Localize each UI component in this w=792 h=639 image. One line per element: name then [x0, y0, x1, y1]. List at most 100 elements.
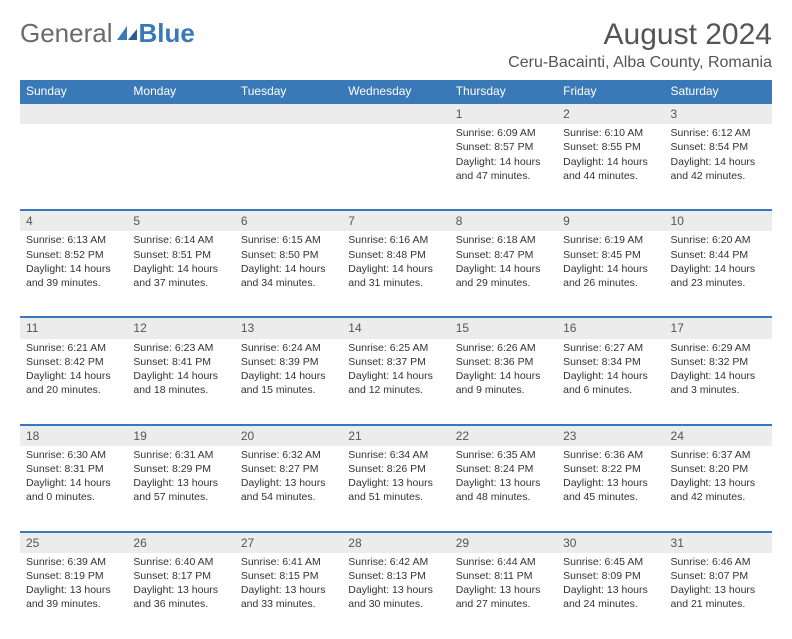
day-cell: Sunrise: 6:25 AMSunset: 8:37 PMDaylight:… [342, 339, 449, 425]
day-sunset: Sunset: 8:42 PM [26, 355, 121, 369]
day-number-row: 45678910 [20, 210, 772, 231]
day-sunrise: Sunrise: 6:16 AM [348, 233, 443, 247]
day-cell: Sunrise: 6:40 AMSunset: 8:17 PMDaylight:… [127, 553, 234, 639]
day-sunrise: Sunrise: 6:21 AM [26, 341, 121, 355]
day-header: Sunday [20, 80, 127, 103]
day-sunrise: Sunrise: 6:40 AM [133, 555, 228, 569]
day-sunrise: Sunrise: 6:34 AM [348, 448, 443, 462]
day-day1: Daylight: 13 hours [671, 583, 766, 597]
day-number-row: 11121314151617 [20, 317, 772, 338]
day-cell: Sunrise: 6:14 AMSunset: 8:51 PMDaylight:… [127, 231, 234, 317]
day-number-cell: 11 [20, 317, 127, 338]
day-content-row: Sunrise: 6:39 AMSunset: 8:19 PMDaylight:… [20, 553, 772, 639]
day-sunset: Sunset: 8:24 PM [456, 462, 551, 476]
day-number-cell: 1 [450, 103, 557, 124]
day-day1: Daylight: 14 hours [456, 262, 551, 276]
day-day1: Daylight: 14 hours [26, 369, 121, 383]
day-sunset: Sunset: 8:51 PM [133, 248, 228, 262]
day-number-cell: 7 [342, 210, 449, 231]
day-day2: and 37 minutes. [133, 276, 228, 290]
page-header: General Blue August 2024 Ceru-Bacainti, … [20, 18, 772, 72]
day-day1: Daylight: 13 hours [456, 583, 551, 597]
day-sunset: Sunset: 8:13 PM [348, 569, 443, 583]
day-day1: Daylight: 14 hours [133, 369, 228, 383]
day-number-cell: 12 [127, 317, 234, 338]
day-number-cell: 3 [665, 103, 772, 124]
brand-part2: Blue [139, 18, 195, 49]
day-sunset: Sunset: 8:54 PM [671, 140, 766, 154]
day-day1: Daylight: 14 hours [241, 369, 336, 383]
day-sunrise: Sunrise: 6:36 AM [563, 448, 658, 462]
day-sunset: Sunset: 8:15 PM [241, 569, 336, 583]
day-number-cell: 30 [557, 532, 664, 553]
day-sunset: Sunset: 8:17 PM [133, 569, 228, 583]
day-sunrise: Sunrise: 6:26 AM [456, 341, 551, 355]
day-sunset: Sunset: 8:22 PM [563, 462, 658, 476]
day-cell: Sunrise: 6:31 AMSunset: 8:29 PMDaylight:… [127, 446, 234, 532]
day-day2: and 21 minutes. [671, 597, 766, 611]
day-sunset: Sunset: 8:55 PM [563, 140, 658, 154]
day-sunrise: Sunrise: 6:15 AM [241, 233, 336, 247]
day-day2: and 33 minutes. [241, 597, 336, 611]
day-header: Monday [127, 80, 234, 103]
day-day2: and 12 minutes. [348, 383, 443, 397]
day-day2: and 57 minutes. [133, 490, 228, 504]
day-sunset: Sunset: 8:31 PM [26, 462, 121, 476]
day-sunrise: Sunrise: 6:44 AM [456, 555, 551, 569]
day-sunset: Sunset: 8:36 PM [456, 355, 551, 369]
day-day1: Daylight: 13 hours [133, 476, 228, 490]
day-sunset: Sunset: 8:50 PM [241, 248, 336, 262]
day-day1: Daylight: 13 hours [241, 583, 336, 597]
day-number-cell [127, 103, 234, 124]
day-day1: Daylight: 13 hours [456, 476, 551, 490]
day-sunset: Sunset: 8:19 PM [26, 569, 121, 583]
day-sunrise: Sunrise: 6:18 AM [456, 233, 551, 247]
day-number-cell: 16 [557, 317, 664, 338]
day-number-cell: 14 [342, 317, 449, 338]
day-day1: Daylight: 13 hours [26, 583, 121, 597]
day-day2: and 30 minutes. [348, 597, 443, 611]
day-sunrise: Sunrise: 6:25 AM [348, 341, 443, 355]
day-number-row: 123 [20, 103, 772, 124]
day-day2: and 26 minutes. [563, 276, 658, 290]
title-block: August 2024 Ceru-Bacainti, Alba County, … [508, 18, 772, 72]
day-sunset: Sunset: 8:57 PM [456, 140, 551, 154]
day-day2: and 15 minutes. [241, 383, 336, 397]
day-day1: Daylight: 14 hours [563, 262, 658, 276]
day-day1: Daylight: 13 hours [241, 476, 336, 490]
day-day1: Daylight: 14 hours [26, 476, 121, 490]
day-content-row: Sunrise: 6:13 AMSunset: 8:52 PMDaylight:… [20, 231, 772, 317]
day-number-cell: 8 [450, 210, 557, 231]
day-day1: Daylight: 14 hours [348, 369, 443, 383]
day-number-row: 25262728293031 [20, 532, 772, 553]
day-day1: Daylight: 14 hours [456, 369, 551, 383]
day-header: Wednesday [342, 80, 449, 103]
day-cell: Sunrise: 6:13 AMSunset: 8:52 PMDaylight:… [20, 231, 127, 317]
day-sunset: Sunset: 8:27 PM [241, 462, 336, 476]
day-sunrise: Sunrise: 6:42 AM [348, 555, 443, 569]
day-number-row: 18192021222324 [20, 425, 772, 446]
day-day1: Daylight: 14 hours [671, 262, 766, 276]
day-header-row: SundayMondayTuesdayWednesdayThursdayFrid… [20, 80, 772, 103]
day-sunrise: Sunrise: 6:41 AM [241, 555, 336, 569]
day-day2: and 27 minutes. [456, 597, 551, 611]
day-sunrise: Sunrise: 6:12 AM [671, 126, 766, 140]
day-sunset: Sunset: 8:26 PM [348, 462, 443, 476]
day-day2: and 0 minutes. [26, 490, 121, 504]
day-cell: Sunrise: 6:26 AMSunset: 8:36 PMDaylight:… [450, 339, 557, 425]
day-sunset: Sunset: 8:37 PM [348, 355, 443, 369]
day-cell: Sunrise: 6:37 AMSunset: 8:20 PMDaylight:… [665, 446, 772, 532]
day-sunset: Sunset: 8:20 PM [671, 462, 766, 476]
day-sunrise: Sunrise: 6:46 AM [671, 555, 766, 569]
day-cell: Sunrise: 6:39 AMSunset: 8:19 PMDaylight:… [20, 553, 127, 639]
day-sunrise: Sunrise: 6:13 AM [26, 233, 121, 247]
day-day1: Daylight: 13 hours [348, 583, 443, 597]
day-number-cell: 26 [127, 532, 234, 553]
day-day2: and 39 minutes. [26, 276, 121, 290]
day-number-cell [20, 103, 127, 124]
day-day2: and 3 minutes. [671, 383, 766, 397]
day-sunrise: Sunrise: 6:32 AM [241, 448, 336, 462]
day-cell: Sunrise: 6:42 AMSunset: 8:13 PMDaylight:… [342, 553, 449, 639]
day-cell: Sunrise: 6:44 AMSunset: 8:11 PMDaylight:… [450, 553, 557, 639]
day-cell: Sunrise: 6:21 AMSunset: 8:42 PMDaylight:… [20, 339, 127, 425]
